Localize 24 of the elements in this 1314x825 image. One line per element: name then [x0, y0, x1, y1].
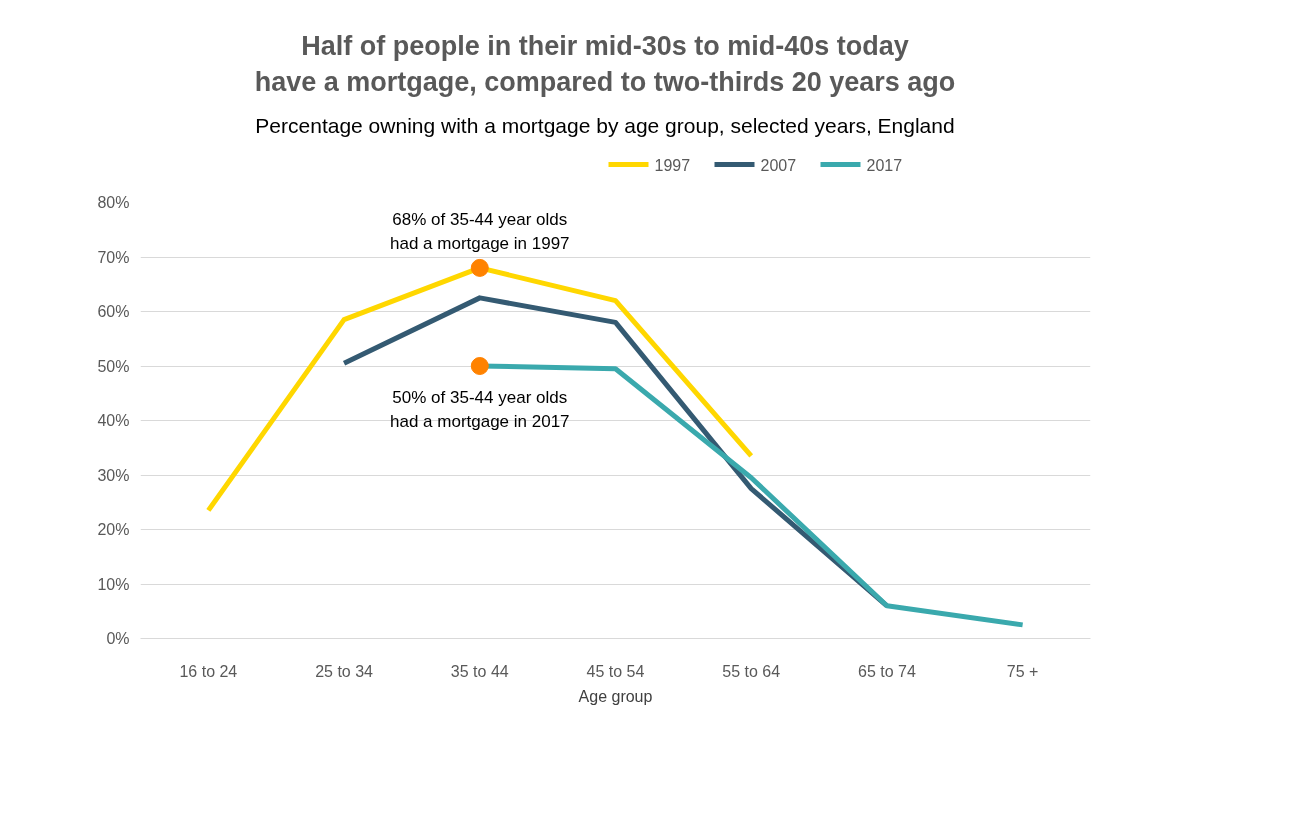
y-tick-label: 60% — [97, 302, 130, 320]
chart-subtitle: Percentage owning with a mortgage by age group, selected years, England — [255, 112, 955, 139]
annotation: 68% of 35-44 year olds had a mortgage in 1997 — [390, 209, 570, 253]
x-axis-title: Age group — [578, 687, 653, 705]
y-tick-label: 0% — [106, 629, 130, 647]
legend-label: 2017 — [866, 156, 903, 174]
x-tick-label: 35 to 44 — [450, 662, 509, 680]
x-tick-label: 45 to 54 — [586, 662, 645, 680]
x-tick-label: 75 + — [1006, 662, 1039, 680]
x-tick-label: 55 to 64 — [722, 662, 781, 680]
chart-title: Half of people in their mid-30s to mid-40s today have a mortgage, compared to two-thirds 20 years ago — [254, 30, 956, 100]
legend-label: 1997 — [654, 156, 691, 174]
y-tick-label: 70% — [97, 248, 130, 266]
legend-label: 2007 — [760, 156, 797, 174]
y-tick-label: 30% — [97, 466, 130, 484]
x-tick-label: 25 to 34 — [315, 662, 374, 680]
y-tick-label: 50% — [97, 357, 130, 375]
y-tick-label: 20% — [97, 520, 130, 538]
annotation: 50% of 35-44 year olds had a mortgage in 2017 — [390, 387, 570, 431]
x-tick-label: 65 to 74 — [858, 662, 916, 680]
y-tick-label: 80% — [97, 193, 130, 211]
y-tick-label: 40% — [97, 411, 130, 429]
x-tick-label: 16 to 24 — [179, 662, 238, 680]
y-tick-label: 10% — [97, 575, 130, 593]
